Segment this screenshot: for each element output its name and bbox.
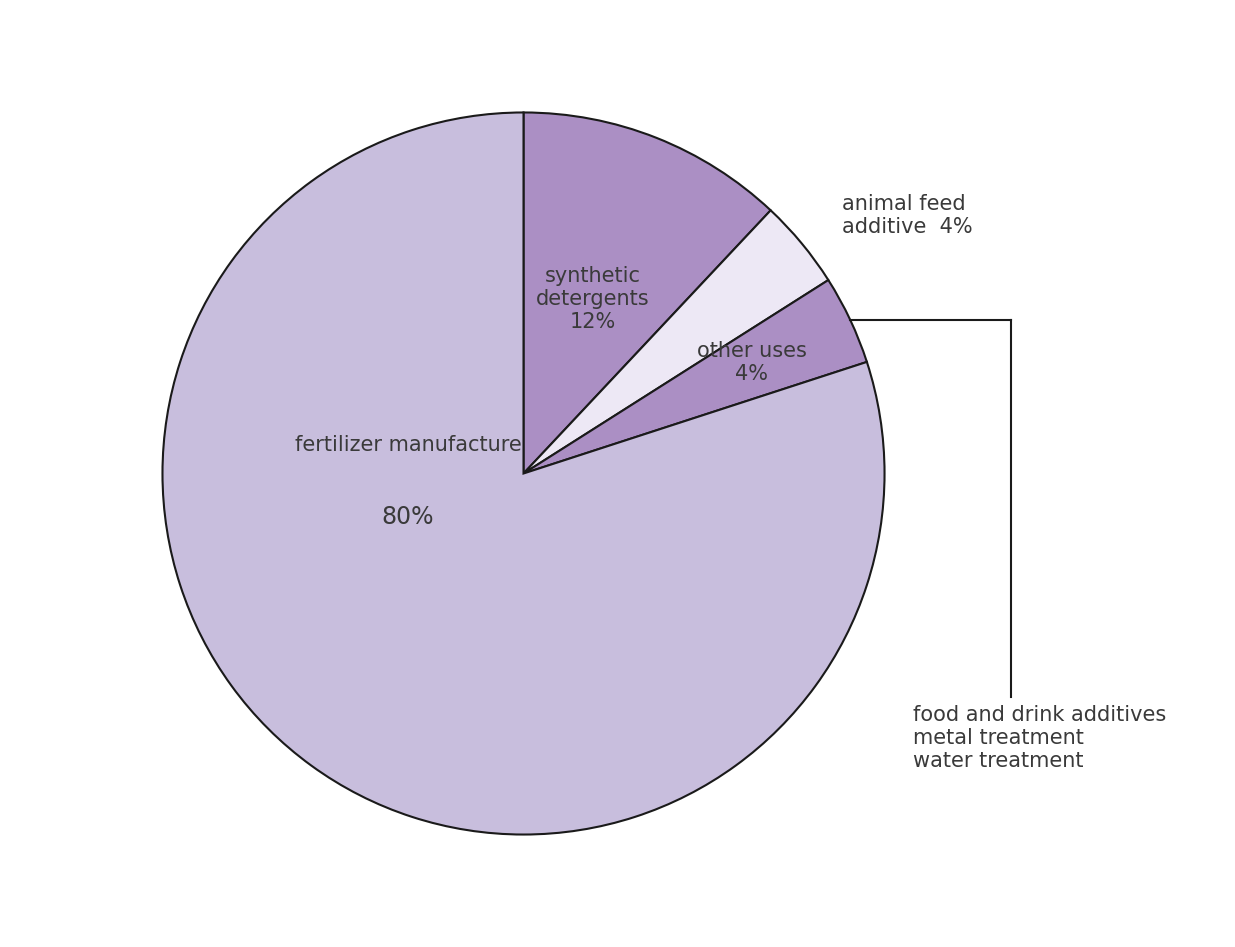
Text: fertilizer manufacture: fertilizer manufacture: [295, 435, 521, 455]
Wedge shape: [524, 113, 771, 474]
Text: food and drink additives
metal treatment
water treatment: food and drink additives metal treatment…: [914, 705, 1167, 771]
Wedge shape: [524, 210, 829, 474]
Text: synthetic
detergents
12%: synthetic detergents 12%: [536, 266, 650, 332]
Text: animal feed
additive  4%: animal feed additive 4%: [842, 194, 973, 238]
Text: other uses
4%: other uses 4%: [697, 341, 806, 384]
Wedge shape: [524, 280, 867, 474]
Wedge shape: [163, 113, 884, 834]
Text: 80%: 80%: [382, 505, 435, 528]
